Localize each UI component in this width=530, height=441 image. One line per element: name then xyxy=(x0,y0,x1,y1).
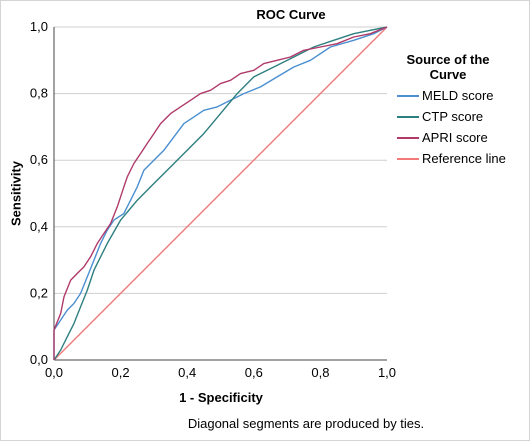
legend-swatch xyxy=(397,94,419,97)
y-tick-label: 0,6 xyxy=(30,152,48,167)
legend-label: Reference line xyxy=(422,151,506,166)
legend-item: MELD score xyxy=(397,85,506,106)
legend-swatch xyxy=(397,115,419,118)
y-tick-label: 0,8 xyxy=(30,86,48,101)
legend-label: MELD score xyxy=(422,88,494,103)
legend-item: Reference line xyxy=(397,148,506,169)
grid-lines xyxy=(54,26,387,294)
y-tick-label: 0,0 xyxy=(30,352,48,367)
y-axis-label: Sensitivity xyxy=(8,160,24,227)
legend-label: APRI score xyxy=(422,130,488,145)
x-tick-label: 0,0 xyxy=(45,365,63,380)
x-tick-label: 0,8 xyxy=(311,365,329,380)
legend-item: CTP score xyxy=(397,106,506,127)
footnote: Diagonal segments are produced by ties. xyxy=(187,416,425,431)
chart-title: ROC Curve xyxy=(256,7,326,22)
x-tick-label: 0,4 xyxy=(178,365,196,380)
x-tick-label: 1,0 xyxy=(378,365,396,380)
legend-swatch xyxy=(397,136,419,139)
legend: MELD score CTP score APRI score Reference l… xyxy=(397,85,506,169)
meld-score-curve xyxy=(53,26,388,360)
legend-item: APRI score xyxy=(397,127,506,148)
reference-line-curve xyxy=(53,26,388,361)
ctp-score-curve xyxy=(53,26,388,361)
legend-title: Source of the Curve xyxy=(406,52,490,82)
y-tick-label: 1,0 xyxy=(30,19,48,34)
y-tick-label: 0,2 xyxy=(30,285,48,300)
x-tick-label: 0,2 xyxy=(112,365,130,380)
x-tick-label: 0,6 xyxy=(245,365,263,380)
tick-labels: 0,0 0,2 0,4 0,6 0,8 1,0 0,0 0,2 0,4 0,6 0,8 1,0 xyxy=(30,19,396,380)
apri-score-curve xyxy=(53,26,388,360)
y-tick-label: 0,4 xyxy=(30,219,48,234)
x-axis-label: 1 - Specificity xyxy=(179,390,263,405)
legend-label: CTP score xyxy=(422,109,484,124)
legend-swatch xyxy=(397,157,419,160)
axes xyxy=(53,27,387,361)
curves xyxy=(53,26,388,361)
